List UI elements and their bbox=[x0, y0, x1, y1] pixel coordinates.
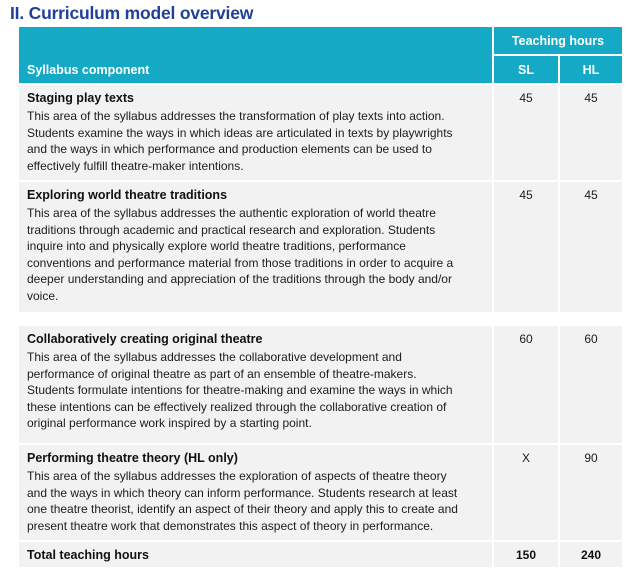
row-title: Exploring world theatre traditions bbox=[27, 188, 228, 202]
total-label-cell: Total teaching hours bbox=[19, 542, 492, 567]
sl-hours-cell: 45 bbox=[494, 182, 558, 312]
header-level-columns: SL HL bbox=[494, 56, 622, 83]
hl-hours-cell: 45 bbox=[560, 182, 622, 312]
table-header: Syllabus component Teaching hours SL HL bbox=[19, 27, 622, 83]
header-teaching-hours-group: Teaching hours SL HL bbox=[494, 27, 622, 83]
row-title: Staging play texts bbox=[27, 91, 134, 105]
header-col-sl: SL bbox=[494, 56, 558, 83]
row-title: Performing theatre theory (HL only) bbox=[27, 451, 238, 465]
component-cell: Exploring world theatre traditions This … bbox=[19, 182, 492, 312]
table-row-total: Total teaching hours 150 240 bbox=[19, 542, 622, 567]
row-description: This area of the syllabus addresses the … bbox=[27, 350, 453, 430]
header-teaching-hours: Teaching hours bbox=[494, 27, 622, 54]
table-row-performing-theatre-theory: Performing theatre theory (HL only) This… bbox=[19, 445, 622, 540]
row-description: This area of the syllabus addresses the … bbox=[27, 206, 454, 303]
row-title: Collaboratively creating original theatr… bbox=[27, 332, 263, 346]
sl-hours-cell: X bbox=[494, 445, 558, 540]
total-sl-cell: 150 bbox=[494, 542, 558, 567]
curriculum-table: Syllabus component Teaching hours SL HL … bbox=[19, 27, 622, 567]
row-description: This area of the syllabus addresses the … bbox=[27, 109, 453, 173]
sl-hours-cell: 60 bbox=[494, 326, 558, 443]
section-gap bbox=[19, 312, 622, 324]
row-description: This area of the syllabus addresses the … bbox=[27, 469, 458, 533]
sl-hours-cell: 45 bbox=[494, 85, 558, 180]
header-syllabus-component: Syllabus component bbox=[19, 27, 492, 83]
hl-hours-cell: 60 bbox=[560, 326, 622, 443]
total-hl-cell: 240 bbox=[560, 542, 622, 567]
header-col-hl: HL bbox=[560, 56, 622, 83]
component-cell: Staging play texts This area of the syll… bbox=[19, 85, 492, 180]
table-row-collaboratively-creating-original-theatre: Collaboratively creating original theatr… bbox=[19, 326, 622, 443]
table-row-exploring-world-theatre-traditions: Exploring world theatre traditions This … bbox=[19, 182, 622, 312]
table-row-staging-play-texts: Staging play texts This area of the syll… bbox=[19, 85, 622, 180]
page-title: II. Curriculum model overview bbox=[10, 3, 254, 23]
component-cell: Performing theatre theory (HL only) This… bbox=[19, 445, 492, 540]
total-label: Total teaching hours bbox=[27, 547, 149, 562]
hl-hours-cell: 45 bbox=[560, 85, 622, 180]
hl-hours-cell: 90 bbox=[560, 445, 622, 540]
component-cell: Collaboratively creating original theatr… bbox=[19, 326, 492, 443]
